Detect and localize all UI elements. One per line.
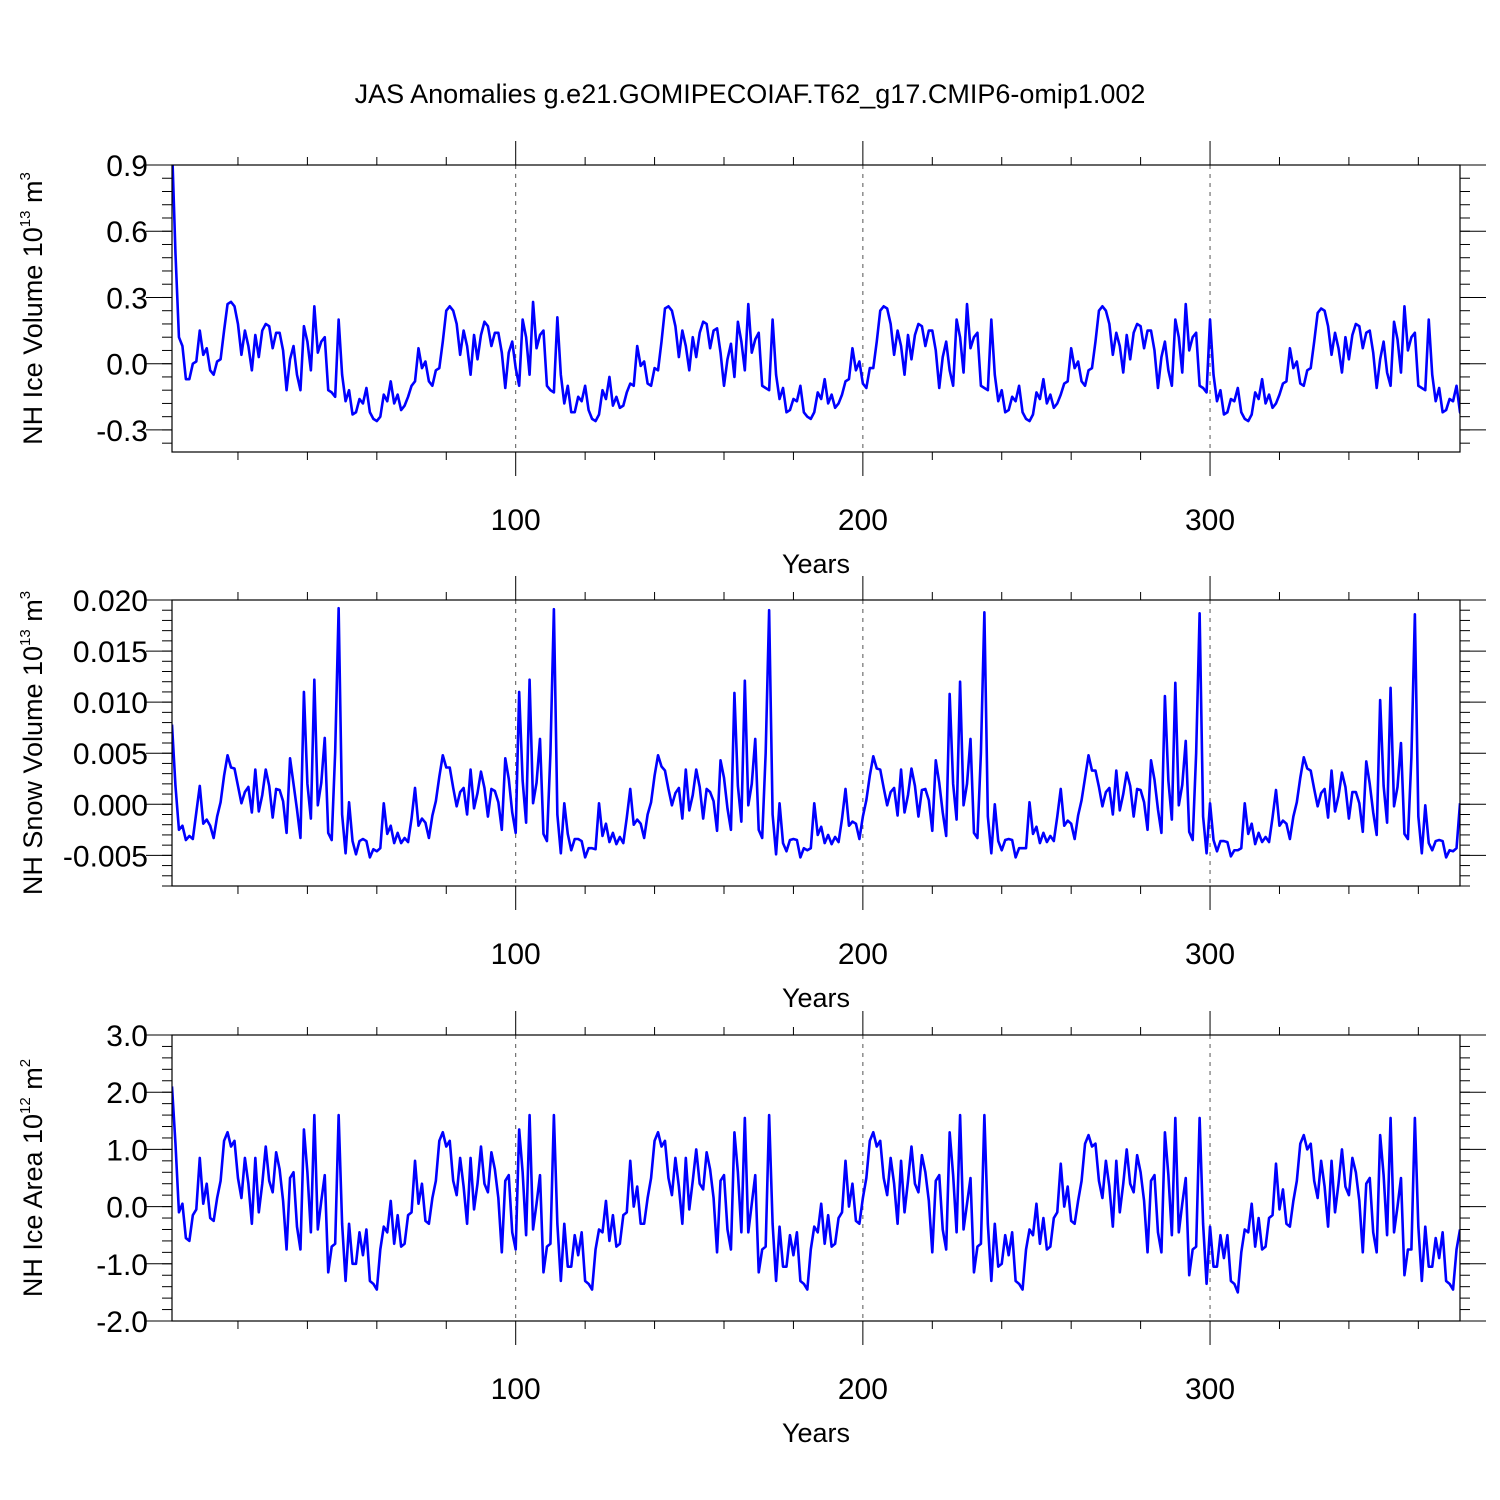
chart-panel-1: 100 200 300 0.9 0.6 0.3 0.0 -0.3 Years NH Ice Vol… bbox=[17, 141, 1486, 579]
y-axis-label: NH Snow Volume 1013 m3 bbox=[17, 591, 48, 895]
y-axis-label-part: m bbox=[18, 599, 48, 629]
y-axis-label-superscript: 3 bbox=[17, 591, 34, 599]
figure-title: JAS Anomalies g.e21.GOMIPECOIAF.T62_g17.… bbox=[355, 79, 1146, 109]
x-tick-label: 100 bbox=[491, 938, 541, 971]
y-axis-label-superscript: 13 bbox=[17, 211, 34, 228]
y-axis-label: NH Ice Volume 1013 m3 bbox=[17, 172, 48, 445]
y-axis-label-superscript: 12 bbox=[17, 1097, 34, 1114]
y-tick-label: 0.9 bbox=[106, 150, 148, 183]
y-tick-label: -0.3 bbox=[96, 415, 148, 448]
x-tick-label: 100 bbox=[491, 504, 541, 537]
y-axis-label-superscript: 13 bbox=[17, 629, 34, 646]
x-axis-label: Years bbox=[782, 549, 850, 579]
y-tick-label: 2.0 bbox=[106, 1077, 148, 1110]
y-axis-label-part: NH Ice Volume 10 bbox=[18, 227, 48, 445]
y-axis-label: NH Ice Area 1012 m2 bbox=[17, 1059, 48, 1297]
y-axis-label-part: NH Ice Area 10 bbox=[18, 1114, 48, 1297]
x-tick-label: 200 bbox=[838, 1373, 888, 1406]
y-tick-label: -1.0 bbox=[96, 1249, 148, 1282]
x-tick-label: 300 bbox=[1185, 1373, 1235, 1406]
y-tick-label: 0.010 bbox=[73, 687, 148, 720]
x-axis-label: Years bbox=[782, 1418, 850, 1448]
y-tick-label: 0.000 bbox=[73, 789, 148, 822]
y-tick-label: 0.005 bbox=[73, 738, 148, 771]
y-tick-label: 0.0 bbox=[106, 349, 148, 382]
y-tick-label: 0.6 bbox=[106, 216, 148, 249]
y-axis-label-superscript: 2 bbox=[17, 1059, 34, 1067]
y-axis-label-part: m bbox=[18, 1067, 48, 1097]
x-tick-label: 200 bbox=[838, 938, 888, 971]
plot-frame bbox=[171, 599, 1461, 887]
y-tick-label: 0.015 bbox=[73, 636, 148, 669]
y-axis-label-superscript: 3 bbox=[17, 172, 34, 180]
y-tick-label: 1.0 bbox=[106, 1134, 148, 1167]
y-tick-label: 3.0 bbox=[106, 1020, 148, 1053]
data-line-nh-ice-volume bbox=[172, 165, 1460, 423]
y-tick-label: 0.0 bbox=[106, 1192, 148, 1225]
y-tick-label: -0.005 bbox=[63, 840, 148, 873]
x-tick-label: 200 bbox=[838, 504, 888, 537]
data-line-nh-ice-area bbox=[172, 1086, 1460, 1294]
x-axis-label: Years bbox=[782, 983, 850, 1013]
y-tick-label: 0.3 bbox=[106, 282, 148, 315]
x-tick-label: 100 bbox=[491, 1373, 541, 1406]
data-line-nh-snow-volume bbox=[172, 606, 1460, 859]
chart-panel-2: 100 200 300 0.020 0.015 0.010 0.005 0.000 -0.005… bbox=[17, 576, 1486, 1013]
x-tick-label: 300 bbox=[1185, 504, 1235, 537]
plot-frame bbox=[171, 1034, 1461, 1322]
y-axis-label-part: m bbox=[18, 181, 48, 211]
y-tick-label: -2.0 bbox=[96, 1306, 148, 1339]
x-tick-label: 300 bbox=[1185, 938, 1235, 971]
y-tick-label: 0.020 bbox=[73, 585, 148, 618]
y-axis-label-part: NH Snow Volume 10 bbox=[18, 646, 48, 895]
chart-panel-3: 100 200 300 3.0 2.0 1.0 0.0 -1.0 -2.0 Years NH Ice… bbox=[17, 1011, 1486, 1448]
plot-frame bbox=[171, 164, 1461, 453]
